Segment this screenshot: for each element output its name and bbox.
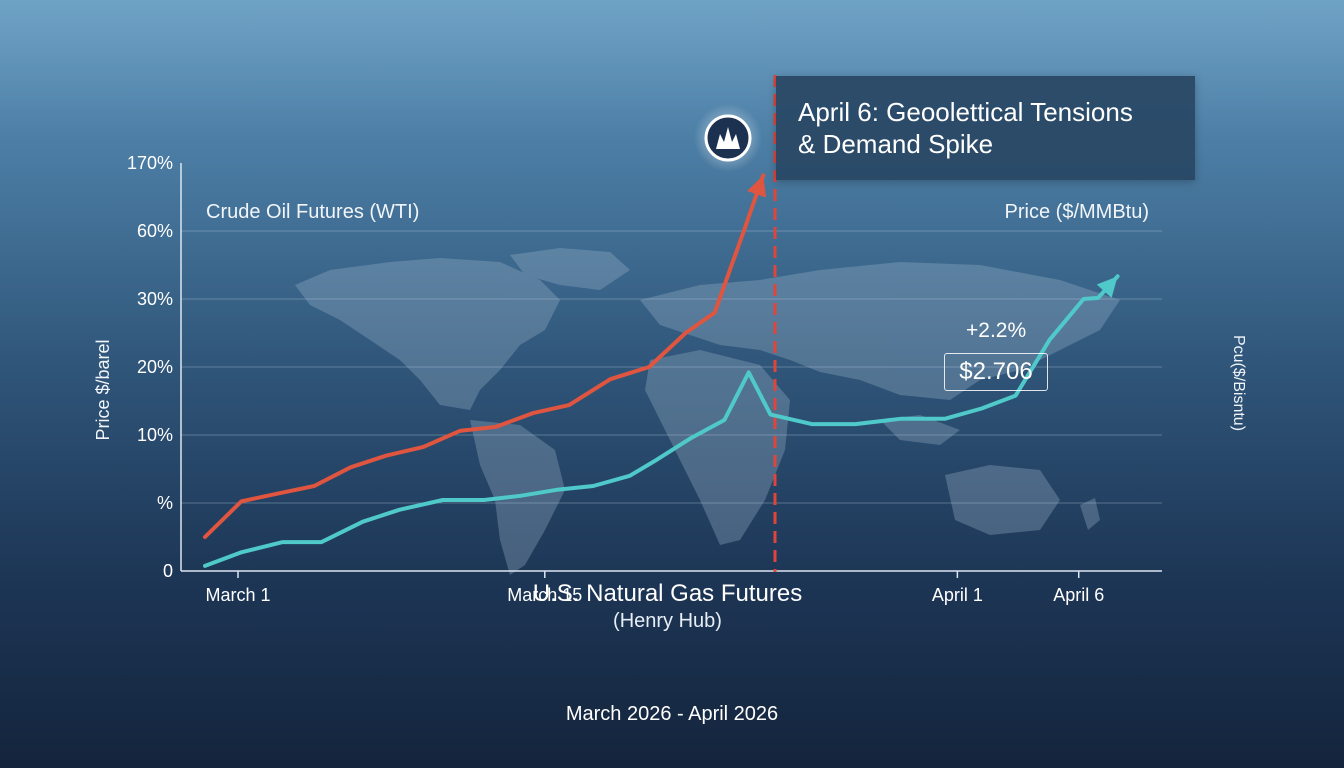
y-tick-labels: 170% 60% 30% 20% 10%% 0 — [127, 153, 173, 581]
x-tick-label: April 1 — [932, 585, 983, 605]
event-annotation-box: April 6: Geoolettical Tensions & Demand … — [776, 76, 1195, 180]
right-axis-label: Price ($/MMBtu) — [1005, 201, 1149, 223]
x-tick-label: March 1 — [205, 585, 270, 605]
natural-gas-arrowhead — [1096, 276, 1118, 298]
x-tick-labels: March 1 March 15 April 1 April 6 — [205, 571, 1104, 605]
y-tick-label: 30% — [137, 289, 173, 309]
crude-oil-line — [203, 173, 766, 539]
natural-gas-line — [203, 274, 1120, 568]
explosion-icon — [694, 104, 762, 172]
left-axis-label: Price $/barel — [93, 339, 113, 440]
date-range: March 2026 - April 2026 — [565, 703, 779, 725]
crude-oil-arrowhead — [747, 175, 767, 198]
series-label-natural-gas-subtitle: (Henry Hub) — [613, 610, 722, 632]
y-tick-label: 10% — [137, 425, 173, 445]
y-tick-label: 0 — [163, 561, 173, 581]
event-title: April 6: Geoolettical Tensions & Demand … — [798, 97, 1133, 159]
callout-change: +2.2% — [966, 319, 1027, 342]
callout-price-badge: $2.706 — [944, 353, 1048, 391]
x-tick-label: April 6 — [1053, 585, 1104, 605]
y-tick-label: 60% — [137, 221, 173, 241]
series-label-crude: Crude Oil Futures (WTI) — [206, 201, 419, 223]
axes — [180, 163, 1162, 572]
series-layer — [203, 173, 1120, 568]
y-tick-label: 20% — [137, 357, 173, 377]
y-tick-label: % — [157, 493, 173, 513]
world-map-background — [295, 248, 1120, 575]
x-tick-label: March 15 — [507, 585, 582, 605]
y-tick-label: 170% — [127, 153, 173, 173]
grid — [181, 230, 1162, 504]
series-label-natural-gas: U.S. Natural Gas Futures — [532, 580, 803, 607]
right-axis-rotated-label: Pcu($/Bisntu) — [1230, 335, 1247, 431]
